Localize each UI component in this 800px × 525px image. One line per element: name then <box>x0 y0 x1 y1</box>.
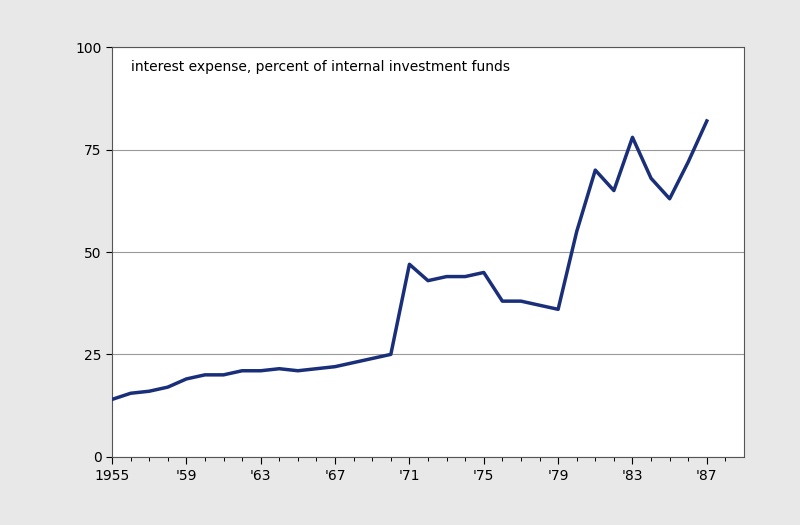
Text: interest expense, percent of internal investment funds: interest expense, percent of internal in… <box>131 59 510 74</box>
